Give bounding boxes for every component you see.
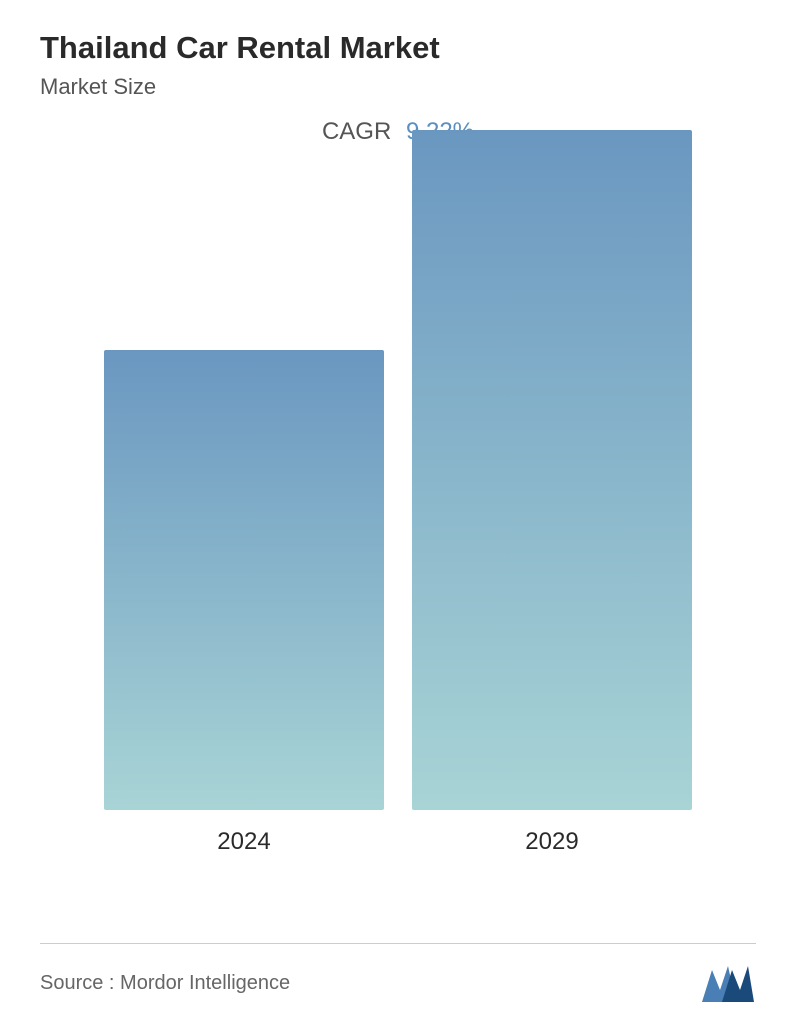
bar-label-2029: 2029 xyxy=(525,828,578,856)
source-text: Source : Mordor Intelligence xyxy=(40,972,290,995)
bar-group-2029: 2029 xyxy=(412,130,692,856)
chart-container: Thailand Car Rental Market Market Size C… xyxy=(0,0,796,1034)
bar-2029 xyxy=(412,130,692,810)
bars-container: 2024 2029 xyxy=(70,176,726,856)
cagr-label: CAGR xyxy=(322,118,391,145)
bar-label-2024: 2024 xyxy=(217,828,270,856)
bar-group-2024: 2024 xyxy=(104,350,384,856)
brand-logo-icon xyxy=(700,962,756,1004)
chart-footer: Source : Mordor Intelligence xyxy=(40,943,756,1004)
chart-area: 2024 2029 xyxy=(70,176,726,923)
chart-title: Thailand Car Rental Market xyxy=(40,30,756,66)
chart-subtitle: Market Size xyxy=(40,74,756,100)
bar-2024 xyxy=(104,350,384,810)
